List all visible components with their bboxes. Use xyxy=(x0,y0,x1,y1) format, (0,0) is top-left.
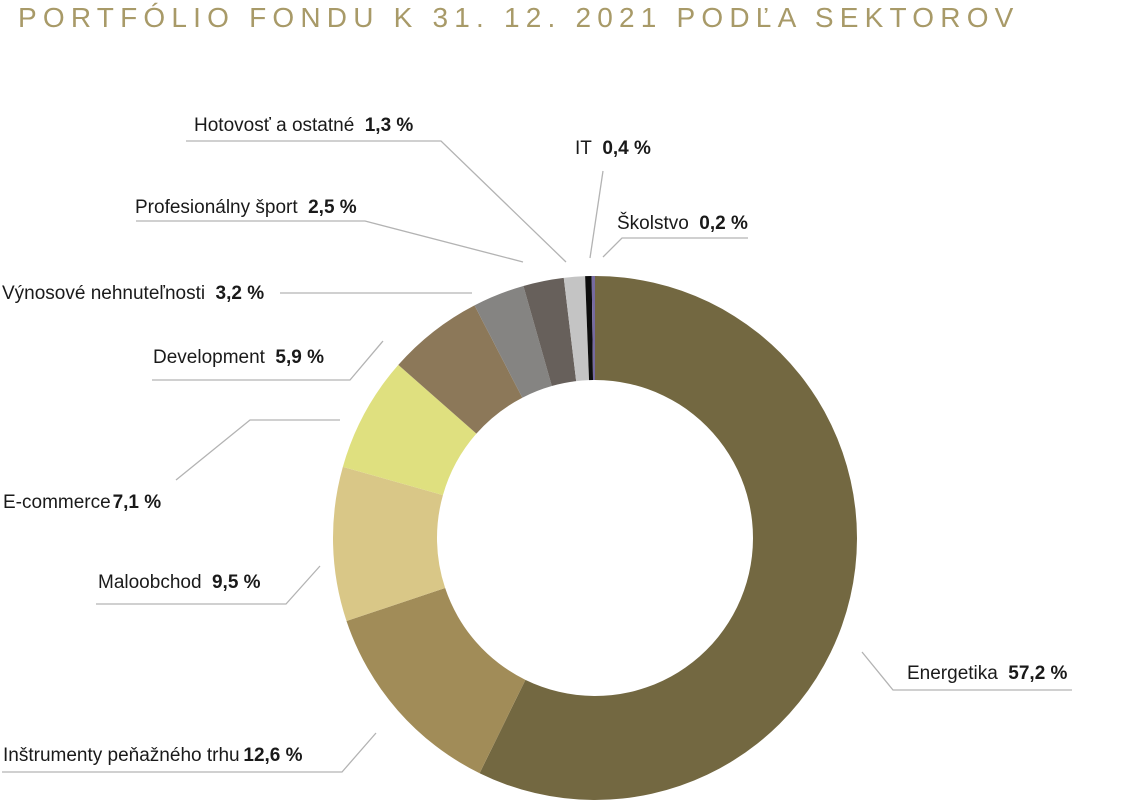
label-e-commerce: E-commerce 7,1 % xyxy=(3,492,161,513)
label-hotovost-a-ostatne: Hotovosť a ostatné 1,3 % xyxy=(194,115,413,136)
slice-instrumenty-penazneho-trhu xyxy=(346,588,526,774)
label-name: Školstvo xyxy=(617,212,689,234)
slice-development xyxy=(398,305,523,434)
slice-energetika xyxy=(479,276,858,800)
slice-hotovost-a-ostatne xyxy=(563,276,590,382)
label-value: 0,2 % xyxy=(699,213,748,234)
label-energetika: Energetika 57,2 % xyxy=(907,663,1068,684)
leader-line-hotovost-a-ostatne xyxy=(186,140,567,263)
label-vynosove-nehnutelnosti: Výnosové nehnuteľnosti 3,2 % xyxy=(2,283,264,304)
leader-line-skolstvo xyxy=(602,237,748,258)
label-value: 9,5 % xyxy=(212,572,261,593)
label-value: 2,5 % xyxy=(308,197,357,218)
label-value: 1,3 % xyxy=(365,115,414,136)
label-value: 5,9 % xyxy=(275,347,324,368)
leader-line-maloobchod xyxy=(96,565,321,605)
slice-e-commerce xyxy=(342,364,477,496)
slice-vynosove-nehnutelnosti xyxy=(474,285,552,398)
slice-profesionalny-sport xyxy=(523,277,577,387)
label-name: Výnosové nehnuteľnosti xyxy=(2,283,205,304)
label-name: Hotovosť a ostatné xyxy=(194,115,354,136)
label-maloobchod: Maloobchod 9,5 % xyxy=(98,572,261,593)
slice-labels: Energetika 57,2 % Inštrumenty peňažného tr… xyxy=(2,115,1068,766)
label-development: Development 5,9 % xyxy=(153,347,324,368)
label-name: Development xyxy=(153,347,266,368)
leader-line-e-commerce xyxy=(175,419,340,481)
label-instrumenty-penazneho-trhu: Inštrumenty peňažného trhu 12,6 % xyxy=(3,745,303,766)
label-name: Inštrumenty peňažného trhu xyxy=(3,745,240,766)
leader-line-development xyxy=(152,340,384,381)
label-value: 12,6 % xyxy=(243,745,302,766)
slice-maloobchod xyxy=(332,466,446,621)
label-name: Maloobchod xyxy=(98,572,202,593)
label-skolstvo: Školstvo 0,2 % xyxy=(617,212,748,234)
label-value: 0,4 % xyxy=(602,138,651,159)
label-name: IT xyxy=(575,138,592,159)
label-profesionalny-sport: Profesionálny šport 2,5 % xyxy=(135,197,357,218)
slice-it xyxy=(585,276,594,381)
slice-skolstvo xyxy=(591,276,595,381)
label-value: 57,2 % xyxy=(1008,663,1067,684)
label-name: Energetika xyxy=(907,663,998,684)
label-value: 3,2 % xyxy=(216,283,265,304)
label-name: E-commerce xyxy=(3,492,111,513)
label-value: 7,1 % xyxy=(113,492,162,513)
chart-slices xyxy=(332,276,858,800)
label-it: IT 0,4 % xyxy=(575,138,651,159)
label-name: Profesionálny šport xyxy=(135,197,298,218)
leader-line-energetika xyxy=(861,651,1072,691)
chart-title: PORTFÓLIO FONDU K 31. 12. 2021 PODĽA SEK… xyxy=(18,2,1020,33)
leader-line-profesionalny-sport xyxy=(136,220,524,263)
leader-line-instrumenty-penazneho-trhu xyxy=(2,732,377,773)
leader-line-it xyxy=(589,170,604,259)
leader-lines xyxy=(2,140,1072,773)
